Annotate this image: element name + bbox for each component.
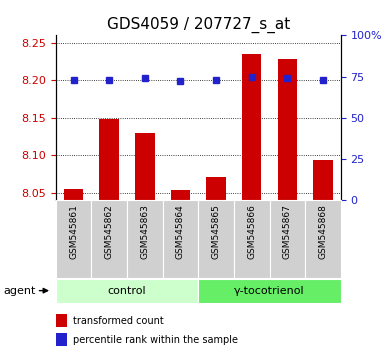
Text: GSM545866: GSM545866 bbox=[247, 204, 256, 259]
Bar bbox=[234, 200, 270, 278]
Bar bbox=[56, 279, 198, 303]
Bar bbox=[270, 200, 305, 278]
Text: GSM545863: GSM545863 bbox=[141, 204, 149, 259]
Text: GSM545865: GSM545865 bbox=[212, 204, 221, 259]
Bar bbox=[163, 200, 198, 278]
Bar bbox=[92, 200, 127, 278]
Text: percentile rank within the sample: percentile rank within the sample bbox=[73, 335, 238, 345]
Bar bbox=[206, 177, 226, 200]
Text: GSM545861: GSM545861 bbox=[69, 204, 78, 259]
Text: GSM545864: GSM545864 bbox=[176, 204, 185, 259]
Bar bbox=[171, 190, 190, 200]
Text: GSM545867: GSM545867 bbox=[283, 204, 292, 259]
Text: agent: agent bbox=[4, 286, 36, 296]
Bar bbox=[135, 133, 155, 200]
Text: transformed count: transformed count bbox=[73, 316, 164, 326]
Bar bbox=[198, 200, 234, 278]
Bar bbox=[64, 189, 84, 200]
Bar bbox=[56, 200, 92, 278]
Text: GSM545868: GSM545868 bbox=[318, 204, 327, 259]
Text: γ-tocotrienol: γ-tocotrienol bbox=[234, 286, 305, 296]
Bar bbox=[56, 333, 67, 346]
Text: control: control bbox=[108, 286, 146, 296]
Bar bbox=[99, 119, 119, 200]
Bar bbox=[242, 54, 261, 200]
Title: GDS4059 / 207727_s_at: GDS4059 / 207727_s_at bbox=[107, 16, 290, 33]
Bar bbox=[198, 279, 341, 303]
Bar bbox=[127, 200, 162, 278]
Bar bbox=[278, 59, 297, 200]
Text: GSM545862: GSM545862 bbox=[105, 204, 114, 259]
Bar bbox=[56, 314, 67, 327]
Bar bbox=[305, 200, 341, 278]
Bar bbox=[313, 160, 333, 200]
